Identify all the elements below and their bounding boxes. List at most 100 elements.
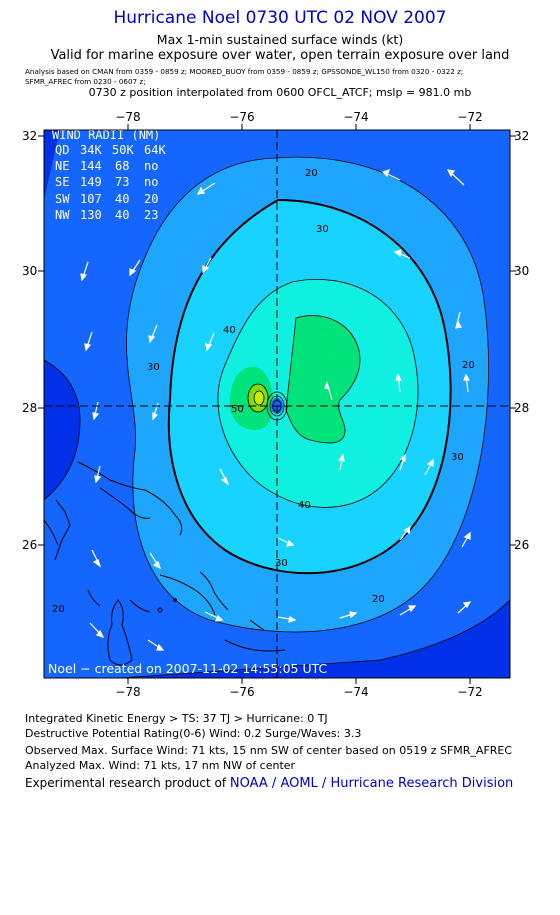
observed-max-wind: Observed Max. Surface Wind: 71 kts, 15 n…: [25, 744, 513, 757]
lat-tick-right: 30: [514, 264, 529, 278]
contour-label: 20: [372, 594, 385, 605]
wind-arrow: [424, 458, 434, 476]
lat-tick-left: 32: [22, 129, 37, 143]
svg-text:NW: NW: [55, 208, 70, 222]
wind-radii-row-ne: NE 144 68 no: [55, 159, 158, 173]
svg-text:no: no: [144, 159, 158, 173]
contour-label: 20: [462, 360, 475, 371]
axis-ticks: [38, 124, 516, 684]
wind-arrow: [461, 531, 471, 548]
svg-text:NE: NE: [55, 159, 69, 173]
contour-label: 40: [223, 325, 236, 336]
svg-text:40: 40: [115, 208, 129, 222]
map-subtitle: Max 1-min sustained surface winds (kt): [156, 32, 404, 47]
wind-contour-field: [44, 130, 510, 678]
wind-arrow: [446, 169, 465, 186]
exposure-note: Valid for marine exposure over water, op…: [50, 48, 510, 63]
contour-label: 40: [298, 500, 311, 511]
wind-arrow: [399, 453, 406, 471]
wind-arrow: [148, 324, 158, 344]
wind-radii-table: WIND RADII (NM) QD 34K 50K 64K NE 144 68…: [52, 128, 166, 222]
svg-text:50K: 50K: [112, 143, 134, 157]
wind-arrow: [91, 549, 102, 568]
wind-arrow: [84, 331, 93, 352]
contour-label: 20: [305, 168, 318, 179]
map-title: Hurricane Noel 0730 UTC 02 NOV 2007: [113, 8, 447, 28]
wind-radii-row-nw: NW 130 40 23: [55, 208, 158, 222]
contour-40kt-bold: [167, 198, 452, 575]
wind-arrow: [399, 525, 411, 541]
analysis-sources-line-1: Analysis based on CMAN from 0359 - 0859 …: [25, 67, 464, 76]
analyzed-max-wind: Analyzed Max. Wind: 71 kts, 17 nm NW of …: [25, 759, 296, 772]
wind-arrow: [339, 611, 358, 619]
lat-tick-left: 28: [22, 401, 37, 415]
svg-text:23: 23: [144, 208, 158, 222]
svg-text:107: 107: [80, 192, 102, 206]
lon-tick-bottom: −78: [115, 685, 140, 699]
contour-labels: 20 30 40 30 20 30 40 30 20 20 50: [52, 168, 475, 615]
lon-tick-top: −78: [115, 110, 140, 124]
svg-text:73: 73: [115, 175, 129, 189]
wind-arrow: [205, 332, 215, 352]
axis-tick-labels: −78 −76 −74 −72 −78 −76 −74 −72 32 30 28…: [22, 110, 529, 699]
wind-arrow: [92, 401, 100, 421]
map-credit: Noel − created on 2007-11-02 14:55:05 UT…: [48, 661, 327, 676]
wind-arrow: [147, 639, 165, 651]
wind-arrow: [89, 622, 105, 639]
contour-label: 30: [275, 558, 288, 569]
product-credit: Experimental research product of NOAA / …: [25, 776, 513, 791]
wind-arrow: [149, 552, 162, 570]
wind-arrow: [455, 311, 462, 329]
svg-text:SE: SE: [55, 175, 69, 189]
analysis-sources-line-2: SFMR_AFREC from 0230 - 0607 z;: [25, 77, 146, 86]
wind-vectors: [80, 169, 472, 651]
svg-text:68: 68: [115, 159, 129, 173]
wind-arrow: [463, 373, 471, 393]
product-credit-prefix: Experimental research product of: [25, 776, 230, 790]
lon-tick-top: −72: [457, 110, 482, 124]
lon-tick-bottom: −72: [457, 685, 482, 699]
center-crosshair: [44, 130, 510, 678]
lon-tick-bottom: −74: [343, 685, 368, 699]
contour-label: 30: [316, 224, 329, 235]
lat-tick-right: 26: [514, 538, 529, 552]
contour-label: 20: [52, 604, 65, 615]
lat-tick-right: 28: [514, 401, 529, 415]
hrd-link[interactable]: NOAA / AOML / Hurricane Research Divisio…: [229, 776, 514, 791]
wind-arrow: [277, 537, 295, 547]
wind-radii-row-sw: SW 107 40 20: [55, 192, 158, 206]
wind-radii-row-se: SE 149 73 no: [55, 175, 158, 189]
wind-arrow: [399, 605, 417, 616]
wind-arrow: [395, 373, 403, 393]
lon-tick-bottom: −76: [229, 685, 254, 699]
wind-radii-header-row: QD 34K 50K 64K: [55, 143, 166, 157]
svg-text:64K: 64K: [144, 143, 166, 157]
lat-tick-right: 32: [514, 129, 529, 143]
wind-arrow: [277, 616, 297, 623]
wind-field-map: 20 30 40 30 20 30 40 30 20 20 50: [22, 110, 529, 699]
wind-arrow: [337, 453, 345, 471]
lat-tick-left: 30: [22, 264, 37, 278]
contour-label: 50: [231, 404, 244, 415]
wind-arrow: [457, 601, 472, 614]
wind-arrow: [129, 259, 141, 277]
wind-band-60kt: [286, 315, 360, 443]
dpr-line: Destructive Potential Rating(0-6) Wind: …: [25, 727, 362, 740]
wind-arrow: [204, 611, 224, 622]
lon-tick-top: −76: [229, 110, 254, 124]
ike-line: Integrated Kinetic Energy > TS: 37 TJ > …: [25, 712, 328, 725]
wind-arrow: [219, 468, 230, 486]
svg-text:QD: QD: [55, 143, 69, 157]
position-line: 0730 z position interpolated from 0600 O…: [88, 86, 472, 99]
wind-arrow: [196, 182, 216, 195]
wind-arrow: [202, 257, 212, 274]
svg-text:40: 40: [115, 192, 129, 206]
contour-label: 30: [147, 362, 160, 373]
svg-text:130: 130: [80, 208, 102, 222]
lon-tick-top: −74: [343, 110, 368, 124]
contour-lines: [44, 130, 510, 678]
svg-text:149: 149: [80, 175, 102, 189]
svg-text:20: 20: [144, 192, 158, 206]
svg-text:no: no: [144, 175, 158, 189]
wind-arrow: [381, 169, 401, 181]
